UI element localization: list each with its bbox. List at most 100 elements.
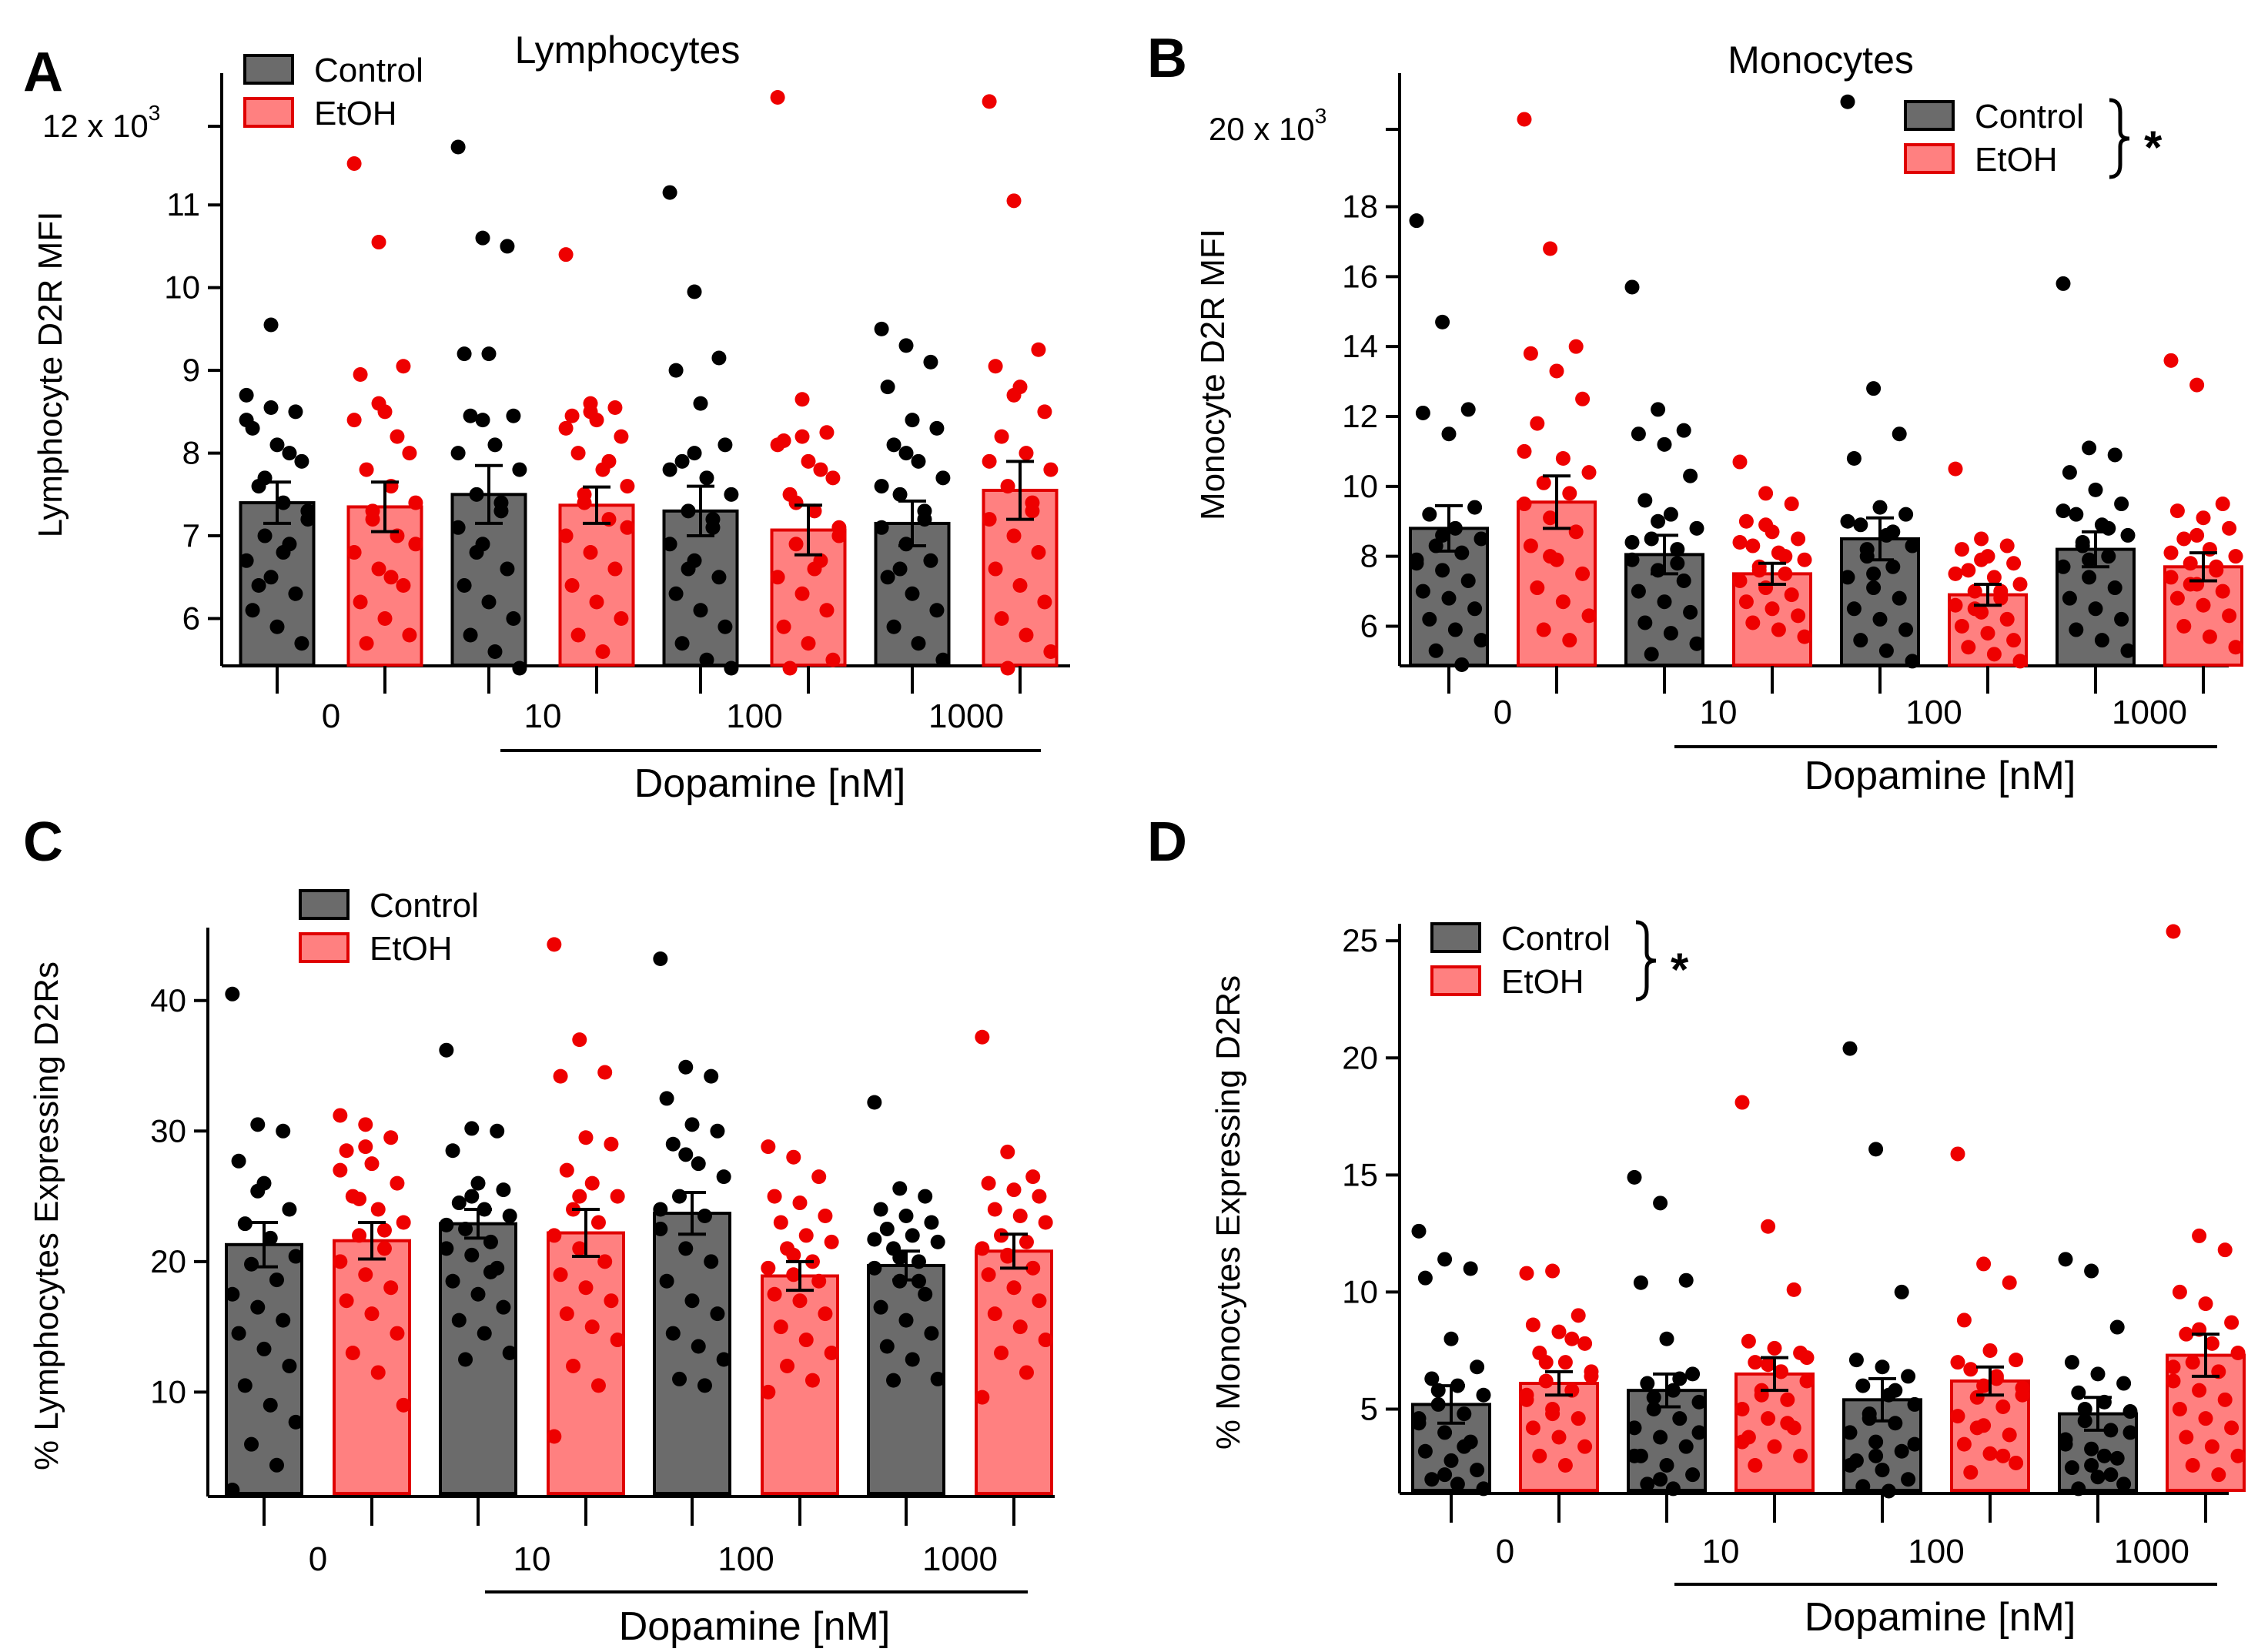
control-point (867, 1232, 882, 1247)
control-point (451, 1313, 467, 1328)
control-point (464, 1189, 480, 1204)
control-point (1685, 1467, 1701, 1483)
control-point (269, 1272, 284, 1288)
control-point (1907, 1396, 1922, 1412)
control-point (704, 1254, 719, 1269)
legend-label-control: Control (1501, 920, 1611, 958)
etoh-point (1784, 587, 1799, 603)
etoh-point (1006, 528, 1022, 543)
control-point (1430, 1396, 1446, 1412)
control-point (2114, 611, 2129, 627)
etoh-point (2230, 1346, 2246, 1360)
control-point (1846, 601, 1862, 617)
etoh-point (570, 627, 586, 643)
control-point (1691, 1394, 1707, 1410)
etoh-point (364, 1306, 380, 1322)
etoh-point (831, 528, 847, 543)
control-point (1685, 1366, 1701, 1382)
etoh-point (794, 586, 810, 601)
control-point (665, 1136, 681, 1152)
control-point (2088, 601, 2103, 617)
control-point (2084, 1263, 2099, 1279)
control-point (439, 1042, 454, 1058)
control-error-bar-100 (687, 484, 714, 538)
control-point (506, 408, 521, 423)
etoh-point (801, 636, 816, 651)
x-category-label: 0 (1494, 694, 1512, 731)
control-point (1881, 1483, 1896, 1499)
etoh-point (383, 1280, 399, 1296)
control-point (668, 586, 684, 601)
etoh-point (390, 1326, 405, 1341)
control-point (1424, 1371, 1440, 1386)
etoh-point (2012, 577, 2028, 592)
control-point (470, 1175, 486, 1191)
control-point (469, 487, 484, 502)
control-point (469, 545, 484, 560)
control-point (674, 636, 690, 651)
etoh-point (1551, 1324, 1567, 1339)
etoh-point (1771, 622, 1786, 637)
control-point (1885, 559, 1901, 574)
etoh-point (975, 1389, 990, 1405)
etoh-point (1536, 622, 1551, 637)
etoh-point (770, 570, 785, 585)
control-point (886, 619, 902, 634)
control-point (451, 1196, 467, 1211)
etoh-point (1000, 479, 1015, 494)
etoh-point (1791, 531, 1806, 547)
control-point (1665, 1383, 1681, 1398)
legend: Control EtOH (299, 887, 479, 968)
control-point (1637, 615, 1653, 630)
etoh-point (333, 1162, 348, 1178)
control-point (924, 1215, 939, 1230)
control-point (691, 1156, 706, 1172)
control-point (1644, 531, 1659, 547)
etoh-point (559, 1162, 574, 1178)
etoh-point (578, 1280, 594, 1296)
etoh-point (1778, 549, 1793, 564)
control-point (250, 1299, 266, 1315)
y-tick-label: 14 (1342, 328, 1378, 364)
control-point (1842, 1041, 1858, 1056)
control-point (2088, 482, 2103, 497)
control-point (1840, 570, 1855, 585)
control-point (2116, 1376, 2132, 1391)
etoh-point (1019, 446, 1034, 461)
control-point (1905, 654, 1920, 669)
etoh-point (1956, 1313, 1972, 1328)
etoh-point (2217, 1392, 2233, 1407)
control-point (263, 400, 279, 415)
etoh-point (1549, 363, 1564, 379)
control-point (1443, 1331, 1459, 1346)
etoh-point (982, 453, 997, 469)
control-error-bar-0 (1435, 503, 1463, 553)
control-point (2082, 570, 2097, 585)
etoh-point (1748, 1458, 1763, 1473)
etoh-point (1950, 1409, 1965, 1424)
control-point (2077, 1413, 2092, 1429)
etoh-point (794, 429, 810, 444)
control-point (1848, 1353, 1864, 1368)
etoh-point (2002, 1275, 2017, 1290)
etoh-point (1032, 1189, 1047, 1204)
x-category-label: 1000 (922, 1540, 998, 1578)
etoh-point (770, 89, 785, 105)
etoh-point (1517, 112, 1532, 127)
etoh-point (371, 235, 386, 250)
etoh-point (358, 1117, 373, 1132)
etoh-point (2196, 510, 2211, 526)
etoh-point (1986, 570, 2002, 585)
control-point (493, 495, 509, 510)
control-point (1435, 527, 1450, 543)
control-point (1644, 647, 1659, 662)
control-point (2084, 1441, 2099, 1456)
y-tick-label: 20 (150, 1243, 186, 1279)
control-point (693, 396, 708, 411)
etoh-point (614, 611, 629, 627)
etoh-point (376, 1241, 392, 1256)
etoh-point (1000, 1249, 1015, 1264)
control-point (1862, 1411, 1877, 1426)
etoh-point (1577, 1336, 1593, 1351)
etoh-point (614, 429, 629, 444)
